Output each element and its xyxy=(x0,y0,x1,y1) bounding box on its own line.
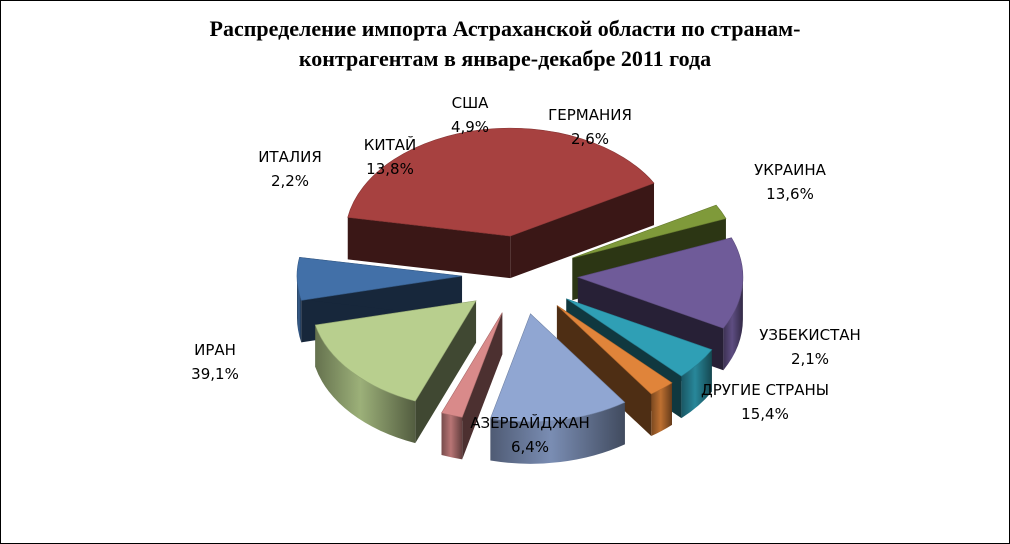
pie-slice-0 xyxy=(347,127,655,279)
slice-percent-6: 2,1% xyxy=(791,350,829,368)
chart-title-line-1: Распределение импорта Астраханской облас… xyxy=(209,16,801,41)
chart-title-line-2: контрагентам в январе-декабре 2011 года xyxy=(298,46,712,71)
slice-label-1: ИТАЛИЯ xyxy=(258,148,322,166)
slice-label-0: ИРАН xyxy=(194,341,236,359)
slice-percent-1: 2,2% xyxy=(271,172,309,190)
pie-slice-6 xyxy=(441,312,503,460)
slice-percent-5: 13,6% xyxy=(766,185,814,203)
slice-label-6: УЗБЕКИСТАН xyxy=(759,326,861,344)
slice-percent-0: 39,1% xyxy=(191,365,239,383)
slice-label-4: ГЕРМАНИЯ xyxy=(548,106,632,124)
pie-slice-5 xyxy=(490,313,626,464)
slice-label-2: КИТАЙ xyxy=(364,135,417,154)
slice-label-8: АЗЕРБАЙДЖАН xyxy=(470,413,590,432)
slice-label-3: США xyxy=(452,94,490,112)
slice-percent-8: 6,4% xyxy=(511,438,549,456)
slice-label-7: ДРУГИЕ СТРАНЫ xyxy=(701,381,829,399)
pie-slice-7 xyxy=(314,300,477,444)
slice-percent-2: 13,8% xyxy=(366,160,414,178)
slice-percent-7: 15,4% xyxy=(741,405,789,423)
chart-title: Распределение импорта Астраханской облас… xyxy=(0,14,1010,74)
slice-percent-3: 4,9% xyxy=(451,118,489,136)
slice-label-5: УКРАИНА xyxy=(754,161,827,179)
slice-percent-4: 2,6% xyxy=(571,130,609,148)
pie-slice-4 xyxy=(556,305,673,437)
